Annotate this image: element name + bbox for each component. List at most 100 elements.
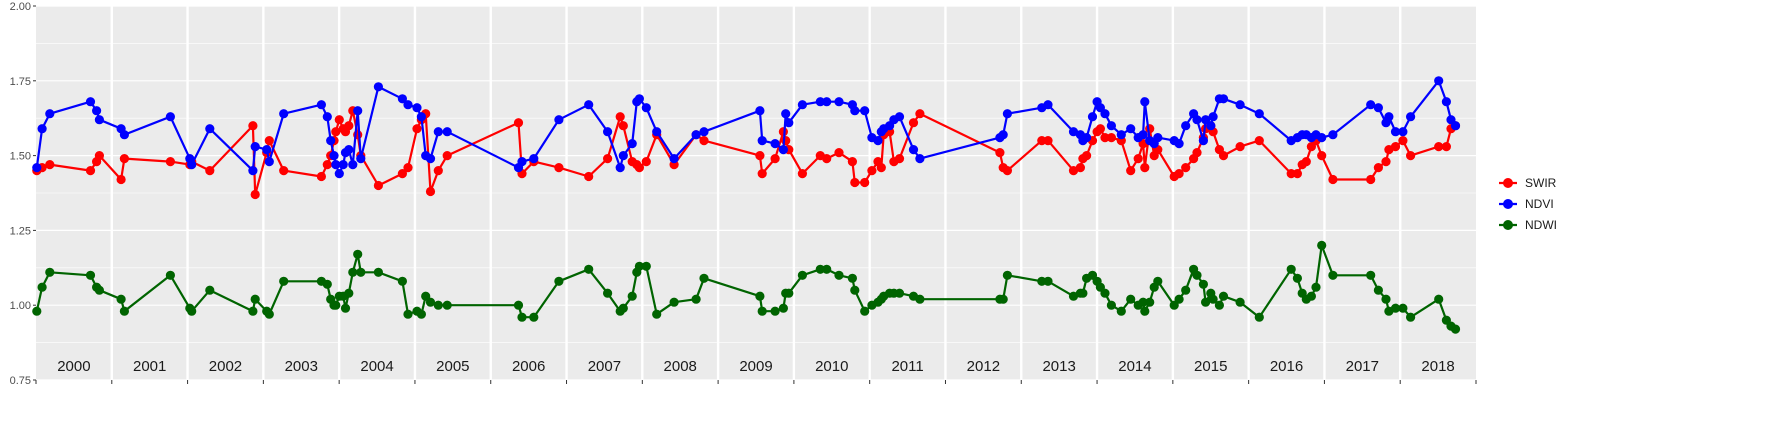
data-point	[85, 270, 96, 280]
data-point	[1434, 142, 1444, 152]
data-point	[397, 94, 407, 104]
data-point	[403, 163, 413, 173]
data-point	[1406, 312, 1416, 322]
data-point	[691, 294, 701, 304]
data-point	[860, 306, 870, 316]
data-point	[1301, 157, 1311, 167]
data-point	[373, 180, 383, 191]
data-point	[250, 142, 260, 152]
data-point	[1218, 151, 1229, 161]
data-point	[37, 124, 47, 134]
data-point	[691, 130, 701, 140]
data-point	[205, 285, 215, 295]
data-point	[1390, 127, 1401, 137]
data-point	[1235, 297, 1245, 307]
data-point	[908, 145, 919, 155]
data-point	[517, 157, 527, 167]
data-point	[615, 112, 625, 122]
legend-item-swir: SWIR	[1499, 176, 1557, 190]
data-point	[1328, 174, 1338, 185]
data-point	[1126, 166, 1136, 176]
data-point	[1068, 166, 1079, 176]
data-point	[279, 276, 289, 286]
series-line-ndwi	[35, 244, 1457, 331]
data-point	[908, 118, 919, 128]
data-point	[1311, 282, 1321, 292]
data-point	[1373, 103, 1383, 113]
data-point	[45, 160, 55, 170]
data-point	[373, 267, 383, 277]
data-point	[1306, 291, 1316, 301]
year-label: 2003	[285, 358, 318, 375]
data-point	[94, 151, 104, 161]
y-tick-label: 1.50	[10, 151, 31, 163]
data-point	[850, 177, 860, 188]
data-point	[353, 249, 363, 259]
year-label: 2018	[1421, 358, 1454, 375]
data-point	[1398, 136, 1408, 146]
data-point	[1068, 291, 1079, 301]
data-point	[331, 127, 341, 137]
data-point	[248, 166, 258, 176]
data-point	[433, 127, 443, 137]
data-point	[998, 130, 1008, 140]
year-label: 2014	[1118, 358, 1151, 375]
data-point	[755, 106, 765, 116]
data-point	[205, 166, 215, 176]
data-point	[1181, 285, 1191, 295]
data-point	[1174, 169, 1184, 179]
legend-key-point	[1503, 178, 1513, 188]
legend-label: NDVI	[1525, 197, 1554, 211]
data-point	[264, 136, 274, 146]
data-point	[1075, 163, 1085, 173]
data-point	[397, 169, 407, 179]
data-point	[1450, 121, 1461, 131]
legend-label: SWIR	[1525, 176, 1557, 190]
data-point	[1434, 294, 1444, 304]
data-point	[37, 282, 47, 292]
data-point	[348, 267, 358, 277]
data-point	[627, 139, 637, 149]
data-point	[1381, 157, 1391, 167]
data-point	[85, 97, 96, 107]
data-point	[1381, 294, 1391, 304]
legend-key-point	[1503, 199, 1513, 209]
data-point	[1398, 127, 1408, 137]
data-point	[94, 285, 104, 295]
year-label: 2001	[133, 358, 166, 375]
data-point	[412, 103, 422, 113]
data-point	[1292, 273, 1302, 283]
data-point	[669, 154, 679, 164]
data-point	[797, 100, 808, 110]
series-ndvi	[32, 76, 1461, 179]
data-point	[513, 118, 524, 128]
data-point	[1450, 324, 1461, 334]
data-point	[847, 157, 858, 167]
y-tick-label: 1.00	[10, 300, 31, 312]
data-point	[770, 154, 780, 164]
data-point	[894, 112, 905, 122]
year-label: 2002	[209, 358, 242, 375]
data-point	[529, 154, 539, 164]
year-label: 2017	[1346, 358, 1379, 375]
data-point	[1106, 121, 1116, 131]
data-point	[1254, 136, 1264, 146]
data-point	[850, 285, 860, 295]
data-point	[641, 261, 651, 271]
data-point	[513, 300, 524, 310]
data-point	[1208, 294, 1218, 304]
data-point	[1406, 151, 1416, 161]
data-point	[1140, 163, 1150, 173]
data-point	[634, 94, 645, 104]
data-point	[822, 97, 832, 107]
data-point	[1078, 288, 1088, 298]
data-point	[85, 166, 96, 176]
data-point	[32, 163, 42, 173]
data-point	[1043, 136, 1053, 146]
data-point	[618, 303, 628, 313]
data-point	[1366, 270, 1376, 280]
year-label: 2012	[967, 358, 1000, 375]
data-point	[403, 100, 413, 110]
data-point	[1126, 294, 1136, 304]
year-label: 2011	[891, 358, 923, 375]
